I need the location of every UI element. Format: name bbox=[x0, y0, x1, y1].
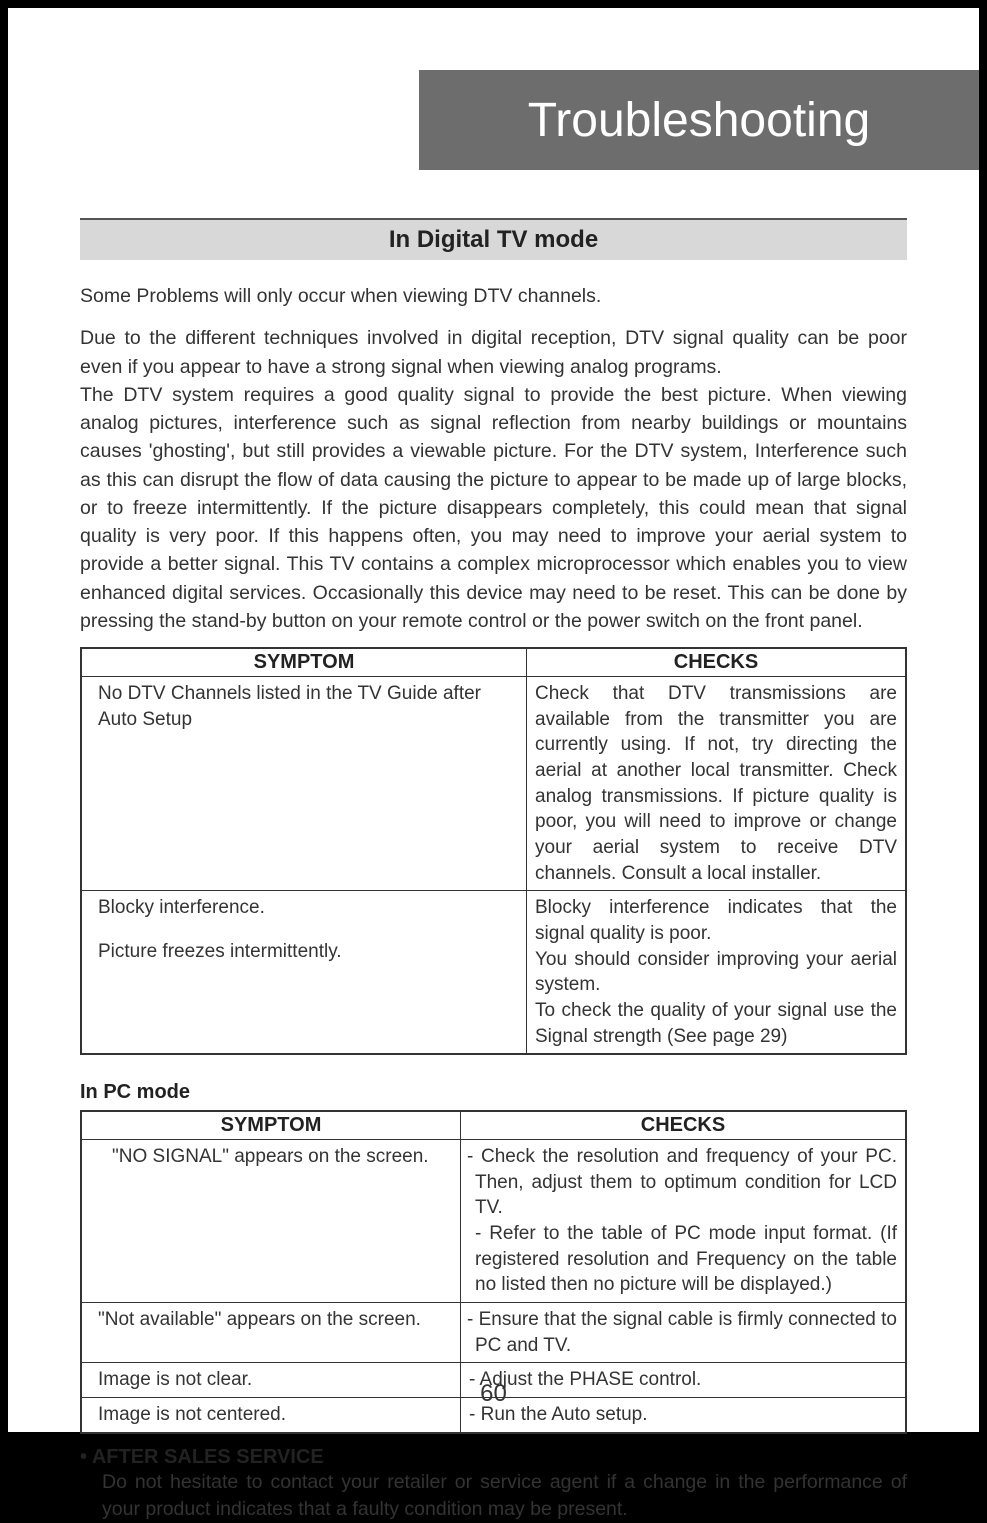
th-symptom: SYMPTOM bbox=[81, 1111, 461, 1140]
intro-paragraph-2: Due to the different techniques involved… bbox=[80, 324, 907, 381]
td-checks: Check that DTV transmissions are availab… bbox=[527, 677, 907, 891]
section-header-pc: In PC mode bbox=[80, 1081, 907, 1104]
table-header-row: SYMPTOM CHECKS bbox=[81, 1111, 906, 1140]
table-row: No DTV Channels listed in the TV Guide a… bbox=[81, 677, 906, 891]
td-symptom: "Not available" appears on the screen. bbox=[81, 1303, 461, 1363]
symptom-table-digital: SYMPTOM CHECKS No DTV Channels listed in… bbox=[80, 647, 907, 1055]
intro-paragraph-3: The DTV system requires a good quality s… bbox=[80, 381, 907, 635]
page: Troubleshooting In Digital TV mode Some … bbox=[8, 8, 979, 1432]
td-checks: - Ensure that the signal cable is firmly… bbox=[461, 1303, 907, 1363]
after-sales-heading: • AFTER SALES SERVICE bbox=[80, 1446, 907, 1469]
td-checks: - Check the resolution and frequency of … bbox=[461, 1140, 907, 1303]
table-row: "Not available" appears on the screen. -… bbox=[81, 1303, 906, 1363]
header-banner: Troubleshooting bbox=[419, 70, 979, 170]
table-header-row: SYMPTOM CHECKS bbox=[81, 648, 906, 677]
th-checks: CHECKS bbox=[461, 1111, 907, 1140]
th-checks: CHECKS bbox=[527, 648, 907, 677]
symptom-line-b: Picture freezes intermittently. bbox=[98, 939, 518, 965]
page-title: Troubleshooting bbox=[528, 93, 870, 148]
table-row: Blocky interference. Picture freezes int… bbox=[81, 891, 906, 1054]
content-area: In Digital TV mode Some Problems will on… bbox=[80, 218, 907, 1523]
page-number: 60 bbox=[8, 1380, 979, 1408]
table-row: "NO SIGNAL" appears on the screen. - Che… bbox=[81, 1140, 906, 1303]
th-symptom: SYMPTOM bbox=[81, 648, 527, 677]
symptom-line-a: Blocky interference. bbox=[98, 895, 518, 921]
td-symptom: "NO SIGNAL" appears on the screen. bbox=[81, 1140, 461, 1303]
section-header-digital: In Digital TV mode bbox=[80, 218, 907, 260]
td-symptom: No DTV Channels listed in the TV Guide a… bbox=[81, 677, 527, 891]
td-checks: Blocky interference indicates that the s… bbox=[527, 891, 907, 1054]
td-symptom-multi: Blocky interference. Picture freezes int… bbox=[81, 891, 527, 1054]
after-sales-body: Do not hesitate to contact your retailer… bbox=[80, 1469, 907, 1523]
intro-paragraph-1: Some Problems will only occur when viewi… bbox=[80, 282, 907, 310]
